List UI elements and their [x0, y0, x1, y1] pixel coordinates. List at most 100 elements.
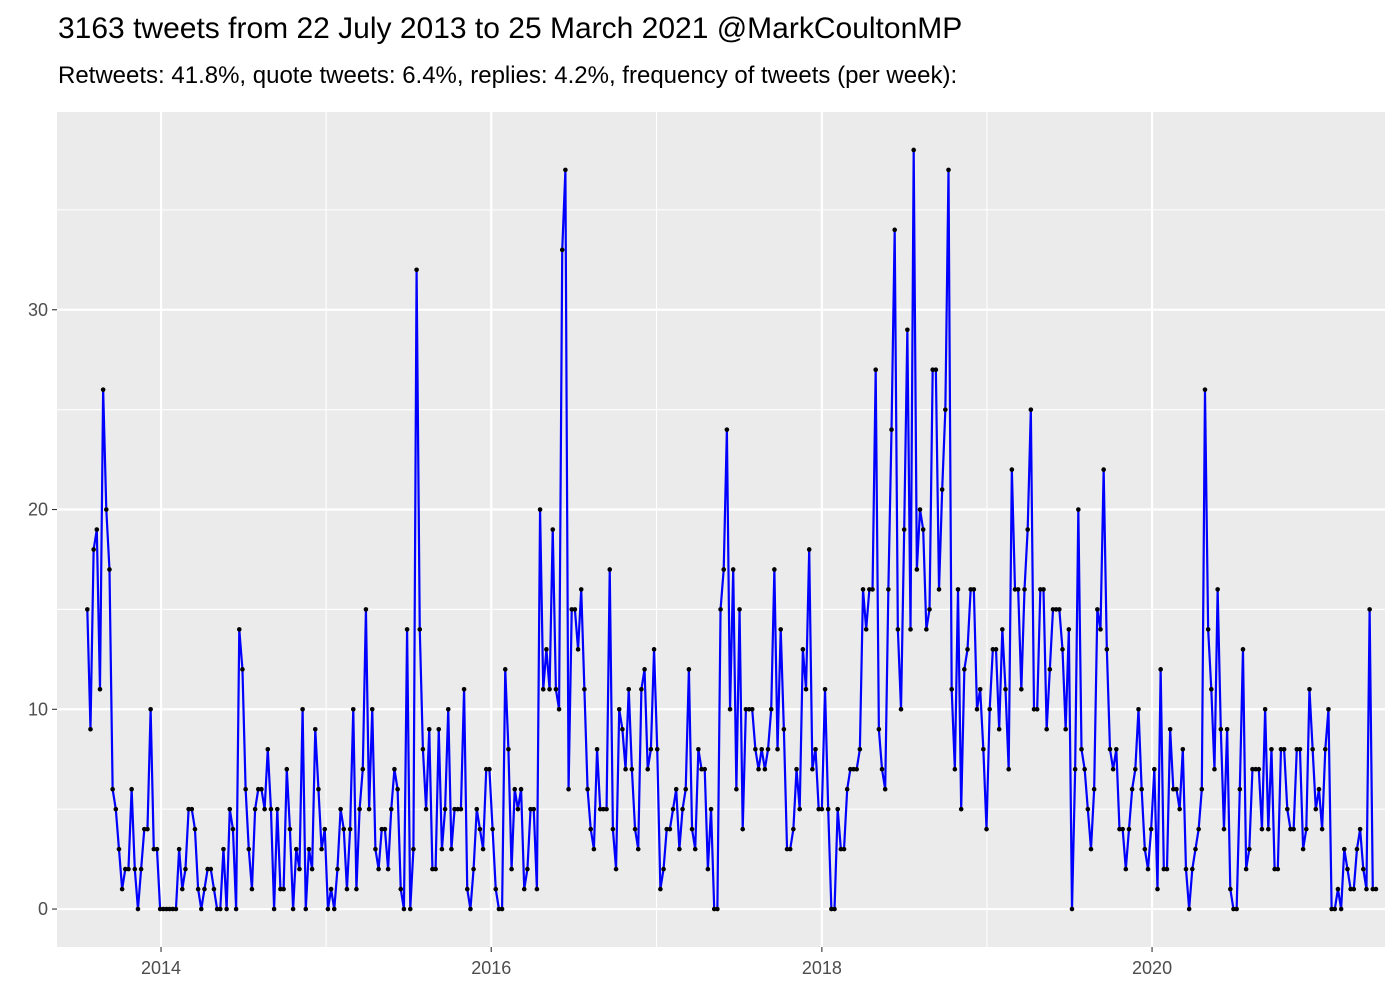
data-point — [534, 886, 540, 892]
data-point — [1000, 627, 1005, 632]
data-point — [132, 866, 138, 872]
data-point — [1091, 786, 1097, 792]
data-point — [914, 567, 920, 572]
data-point — [553, 687, 559, 692]
data-point — [984, 826, 989, 832]
data-point — [100, 387, 106, 392]
data-point — [981, 746, 986, 752]
series-line-group — [86, 148, 1376, 911]
data-point — [1291, 826, 1296, 832]
data-point — [924, 627, 929, 632]
data-point — [392, 766, 397, 772]
data-point — [626, 687, 632, 692]
data-point — [433, 866, 438, 872]
data-point — [1158, 667, 1163, 672]
data-point — [1123, 866, 1129, 872]
data-point — [94, 527, 100, 532]
data-point — [468, 906, 473, 912]
data-point — [1319, 826, 1325, 832]
data-point — [711, 906, 717, 912]
data-point — [474, 806, 480, 812]
data-point — [487, 766, 492, 772]
data-point — [518, 786, 524, 792]
data-point — [778, 627, 784, 632]
data-point — [844, 786, 850, 792]
data-point — [860, 587, 866, 592]
data-point — [1161, 866, 1167, 872]
data-point — [1044, 726, 1049, 732]
data-point — [1259, 826, 1265, 832]
data-point — [506, 746, 511, 752]
data-point — [262, 806, 267, 812]
data-point — [477, 826, 483, 832]
data-point — [300, 706, 305, 712]
data-point — [797, 806, 802, 812]
data-point — [1275, 866, 1281, 872]
data-point — [1212, 766, 1217, 772]
data-point — [211, 886, 217, 892]
data-point — [379, 826, 385, 832]
data-point — [1019, 687, 1024, 692]
data-point — [772, 567, 777, 572]
data-point — [509, 866, 514, 872]
data-point — [227, 806, 233, 812]
data-point — [1076, 507, 1081, 512]
data-point — [183, 866, 188, 872]
data-point — [202, 886, 207, 892]
data-point — [920, 527, 926, 532]
data-point — [341, 826, 347, 832]
data-point — [996, 726, 1002, 732]
data-point — [192, 826, 198, 832]
data-point — [594, 746, 600, 752]
data-point — [461, 687, 467, 692]
data-point — [1202, 387, 1208, 392]
data-point — [1262, 706, 1268, 712]
data-point — [563, 167, 568, 173]
data-point — [547, 687, 552, 692]
data-point — [151, 846, 157, 852]
data-point — [708, 806, 714, 812]
data-point — [648, 746, 654, 752]
data-point — [841, 846, 847, 852]
data-point — [1297, 746, 1303, 752]
data-point — [1237, 786, 1243, 792]
data-point — [946, 167, 951, 173]
data-point — [588, 826, 594, 832]
data-point — [293, 846, 299, 852]
data-point — [721, 567, 727, 572]
data-point — [1177, 806, 1182, 812]
data-point — [683, 786, 689, 792]
data-point — [768, 706, 774, 712]
data-point — [129, 786, 134, 792]
data-point — [1272, 866, 1277, 872]
data-point — [1288, 826, 1293, 832]
y-tick-label: 10 — [28, 699, 48, 719]
data-point — [1364, 886, 1369, 892]
data-point — [1304, 826, 1309, 832]
data-point — [635, 846, 641, 852]
data-point — [781, 726, 787, 732]
data-point — [1107, 746, 1113, 752]
data-point — [1253, 766, 1258, 772]
data-point — [243, 786, 248, 792]
data-point — [582, 687, 587, 692]
data-point — [987, 706, 992, 712]
data-point — [1224, 726, 1230, 732]
data-point — [886, 587, 891, 592]
data-point — [483, 766, 489, 772]
data-point — [328, 886, 334, 892]
data-point — [867, 587, 872, 592]
data-point — [1025, 527, 1030, 532]
data-point — [1114, 746, 1119, 752]
data-point — [572, 607, 578, 612]
data-point — [417, 627, 423, 632]
data-point — [142, 826, 147, 832]
data-point — [160, 906, 166, 912]
data-point — [1047, 667, 1053, 672]
data-point — [569, 607, 575, 612]
data-point — [297, 866, 302, 872]
data-point — [927, 607, 932, 612]
data-point — [873, 367, 878, 372]
x-tick-label: 2020 — [1132, 958, 1172, 978]
data-point — [458, 806, 464, 812]
